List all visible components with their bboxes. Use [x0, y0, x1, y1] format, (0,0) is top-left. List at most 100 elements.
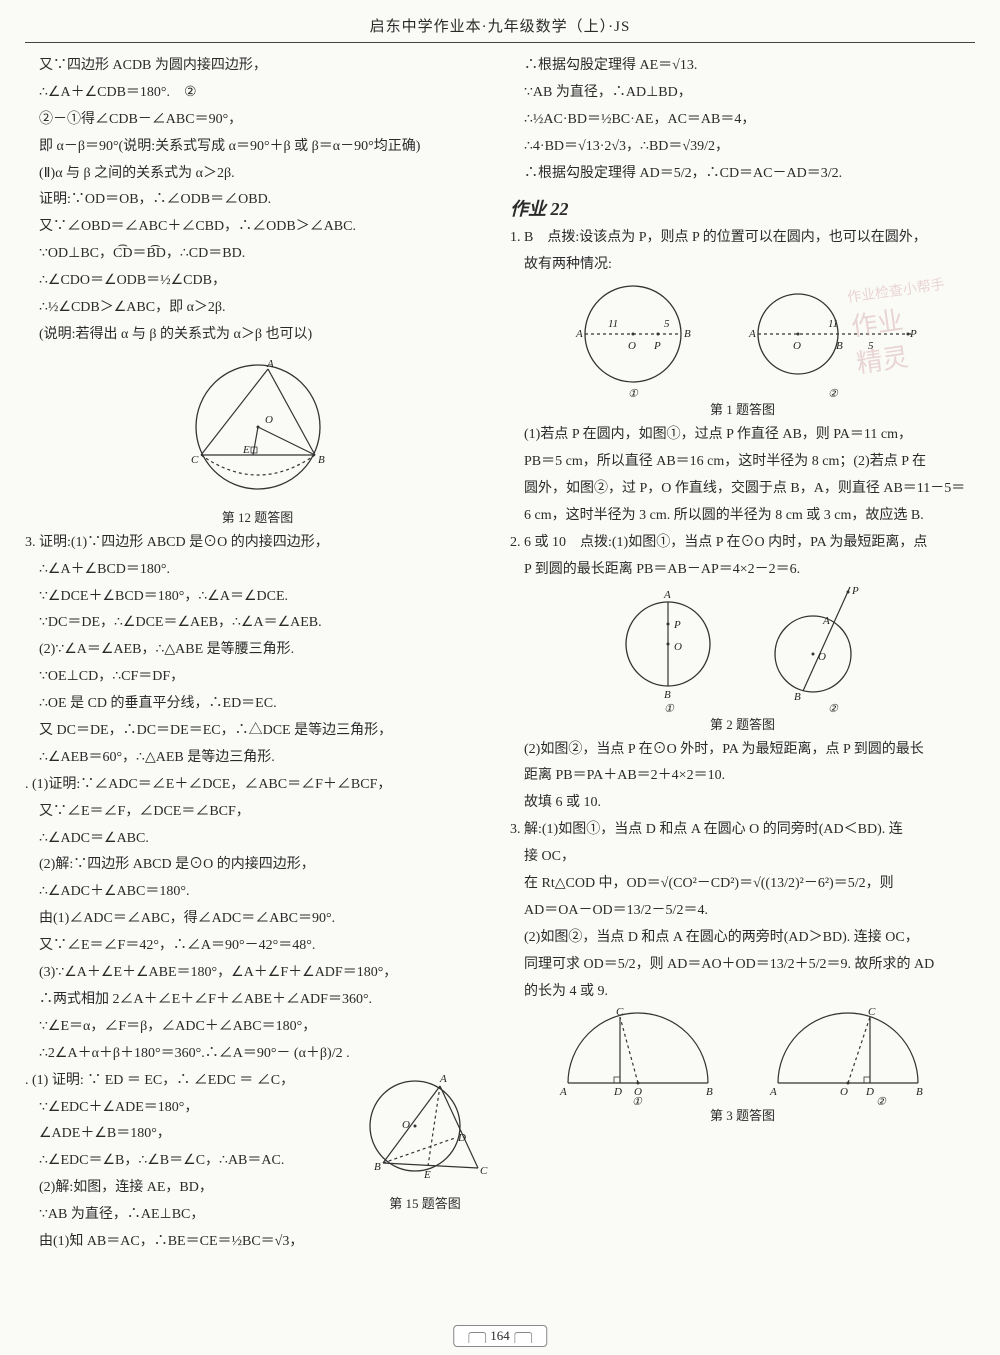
svg-text:D: D: [457, 1132, 466, 1144]
svg-text:B: B: [794, 691, 801, 703]
text-line: 又∵∠E＝∠F＝42°，∴∠A＝90°－42°＝48°.: [25, 933, 490, 959]
svg-text:5: 5: [664, 318, 670, 330]
figure-3: A D O B C ① A D O B C ②: [510, 1005, 975, 1105]
text-line: ∵OE⊥CD，∴CF＝DF，: [25, 664, 490, 690]
text-line: ∵DC＝DE，∴∠DCE＝∠AEB，∴∠A＝∠AEB.: [25, 610, 490, 636]
svg-text:P: P: [909, 328, 917, 340]
text-line: 故有两种情况:: [510, 252, 975, 278]
svg-text:B: B: [836, 340, 843, 352]
svg-text:O: O: [674, 641, 682, 653]
svg-text:C: C: [868, 1006, 876, 1018]
svg-text:C: C: [480, 1165, 488, 1177]
text-line: 同理可求 OD＝5/2，则 AD＝AO＋OD＝13/2＋5/2＝9. 故所求的 …: [510, 952, 975, 978]
svg-text:5: 5: [868, 340, 874, 352]
text-line: ∴½AC·BD＝½BC·AE，AC＝AB＝4，: [510, 107, 975, 133]
text-line: ②－①得∠CDB－∠ABC＝90°，: [25, 107, 490, 133]
svg-text:D: D: [613, 1086, 622, 1098]
text-line: ∴∠AEB＝60°，∴△AEB 是等边三角形.: [25, 745, 490, 771]
svg-text:①: ①: [664, 703, 675, 714]
figure-caption: 第 1 题答图: [510, 399, 975, 418]
svg-text:A: A: [769, 1086, 777, 1098]
text-line: ∴∠A＋∠CDB＝180°. ②: [25, 80, 490, 106]
circle-diagram-icon: A B O P 11 5 ①: [558, 279, 708, 399]
svg-text:O: O: [793, 340, 801, 352]
svg-text:B: B: [374, 1161, 381, 1173]
svg-text:①: ①: [628, 388, 639, 399]
svg-text:11: 11: [608, 318, 618, 330]
text-line: 由(1)知 AB＝AC，∴BE＝CE＝½BC＝√3，: [25, 1229, 490, 1255]
section-title: 作业 22: [510, 195, 975, 221]
svg-text:C: C: [191, 454, 199, 466]
svg-text:B: B: [684, 328, 691, 340]
text-line: (3)∵∠A＋∠E＋∠ABE＝180°，∠A＋∠F＋∠ADF＝180°，: [25, 960, 490, 986]
figure-1: A B O P 11 5 ① A B O P 11 5 ②: [510, 279, 975, 399]
figure-12: O A C B E: [25, 355, 490, 505]
text-line: ∴4·BD＝√13·2√3，∴BD＝√39/2，: [510, 134, 975, 160]
svg-text:E: E: [242, 444, 250, 456]
figure-caption: 第 12 题答图: [25, 507, 490, 526]
text-line: 在 Rt△COD 中，OD＝√(CO²－CD²)＝√((13/2)²－6²)＝5…: [510, 871, 975, 897]
right-column: ∴根据勾股定理得 AE＝√13. ∵AB 为直径，∴AD⊥BD， ∴½AC·BD…: [510, 53, 975, 1303]
text-line: 又∵∠OBD＝∠ABC＋∠CBD，∴∠ODB＞∠ABC.: [25, 214, 490, 240]
left-column: 又∵四边形 ACDB 为圆内接四边形， ∴∠A＋∠CDB＝180°. ② ②－①…: [25, 53, 490, 1303]
svg-text:O: O: [628, 340, 636, 352]
text-line: 6 cm，这时半径为 3 cm. 所以圆的半径为 8 cm 或 3 cm，故应选…: [510, 503, 975, 529]
svg-text:E: E: [423, 1169, 431, 1181]
page-number: 164: [453, 1325, 547, 1347]
svg-text:A: A: [575, 328, 583, 340]
figure-2: A P O B ① A P O B ②: [510, 584, 975, 714]
semicircle-diagram-icon: A D O B C ②: [758, 1005, 938, 1105]
text-line: ∵∠DCE＋∠BCD＝180°，∴∠A＝∠DCE.: [25, 584, 490, 610]
svg-text:②: ②: [828, 388, 839, 399]
svg-text:②: ②: [876, 1096, 887, 1105]
text-line: ∴根据勾股定理得 AE＝√13.: [510, 53, 975, 79]
svg-text:O: O: [840, 1086, 848, 1098]
circle-diagram-icon: A P O B ①: [608, 584, 728, 714]
text-line: 3. 解:(1)如图①，当点 D 和点 A 在圆心 O 的同旁时(AD＜BD).…: [510, 817, 975, 843]
text-line: 又∵∠E＝∠F，∠DCE＝∠BCF，: [25, 799, 490, 825]
text-line: 圆外，如图②，过 P，O 作直线，交圆于点 B，A，则直径 AB＝11－5＝: [510, 476, 975, 502]
svg-text:O: O: [818, 651, 826, 663]
text-line: ∴根据勾股定理得 AD＝5/2，∴CD＝AC－AD＝3/2.: [510, 161, 975, 187]
text-line: 即 α－β＝90°(说明:关系式写成 α＝90°＋β 或 β＝α－90°均正确): [25, 134, 490, 160]
text-line: 又 DC＝DE，∴DC＝DE＝EC，∴△DCE 是等边三角形，: [25, 718, 490, 744]
svg-text:A: A: [559, 1086, 567, 1098]
figure-15: O A B C D E 第 15 题答图: [360, 1068, 490, 1216]
text-line: PB＝5 cm，所以直径 AB＝16 cm，这时半径为 8 cm；(2)若点 P…: [510, 449, 975, 475]
text-line: (Ⅱ)α 与 β 之间的关系式为 α＞2β.: [25, 161, 490, 187]
text-line: 3. 证明:(1)∵四边形 ABCD 是⊙O 的内接四边形，: [25, 530, 490, 556]
svg-text:P: P: [653, 340, 661, 352]
text-line: (1)若点 P 在圆内，如图①，过点 P 作直径 AB，则 PA＝11 cm，: [510, 422, 975, 448]
content-columns: 又∵四边形 ACDB 为圆内接四边形， ∴∠A＋∠CDB＝180°. ② ②－①…: [25, 53, 975, 1303]
text-line: ∴两式相加 2∠A＋∠E＋∠F＋∠ABE＋∠ADF＝360°.: [25, 987, 490, 1013]
svg-text:B: B: [664, 689, 671, 701]
text-line: (2)∵∠A＝∠AEB，∴△ABE 是等腰三角形.: [25, 637, 490, 663]
text-line: P 到圆的最长距离 PB＝AB－AP＝4×2－2＝6.: [510, 557, 975, 583]
svg-text:B: B: [916, 1086, 923, 1098]
svg-text:C: C: [616, 1006, 624, 1018]
svg-text:P: P: [851, 585, 859, 597]
text-line: . (1)证明:∵∠ADC＝∠E＋∠DCE，∠ABC＝∠F＋∠BCF，: [25, 772, 490, 798]
semicircle-diagram-icon: A D O B C ①: [548, 1005, 728, 1105]
svg-text:B: B: [318, 454, 325, 466]
svg-text:A: A: [663, 589, 671, 601]
text-line: ∴∠A＋∠BCD＝180°.: [25, 557, 490, 583]
circle-diagram-icon: A P O B ②: [758, 584, 878, 714]
page-header: 启东中学作业本·九年级数学（上）·JS: [25, 15, 975, 43]
text-line: (2)如图②，当点 D 和点 A 在圆心的两旁时(AD＞BD). 连接 OC，: [510, 925, 975, 951]
text-line: 1. B 点拨:设该点为 P，则点 P 的位置可以在圆内，也可以在圆外，: [510, 225, 975, 251]
text-line: (2)如图②，当点 P 在⊙O 外时，PA 为最短距离，点 P 到圆的最长: [510, 737, 975, 763]
text-line: 又∵四边形 ACDB 为圆内接四边形，: [25, 53, 490, 79]
text-line: ∴∠CDO＝∠ODB＝½∠CDB，: [25, 268, 490, 294]
text-line: 故填 6 或 10.: [510, 790, 975, 816]
text-line: 距离 PB＝PA＋AB＝2＋4×2＝10.: [510, 763, 975, 789]
text-line: ∴∠ADC＋∠ABC＝180°.: [25, 879, 490, 905]
text-line: ∵∠E＝α，∠F＝β，∠ADC＋∠ABC＝180°，: [25, 1014, 490, 1040]
text-line: ∴OE 是 CD 的垂直平分线，∴ED＝EC.: [25, 691, 490, 717]
figure-caption: 第 15 题答图: [360, 1193, 490, 1212]
text-line: 2. 6 或 10 点拨:(1)如图①，当点 P 在⊙O 内时，PA 为最短距离…: [510, 530, 975, 556]
svg-text:D: D: [865, 1086, 874, 1098]
svg-text:A: A: [266, 358, 274, 370]
svg-text:P: P: [673, 619, 681, 631]
text-line: 接 OC，: [510, 844, 975, 870]
